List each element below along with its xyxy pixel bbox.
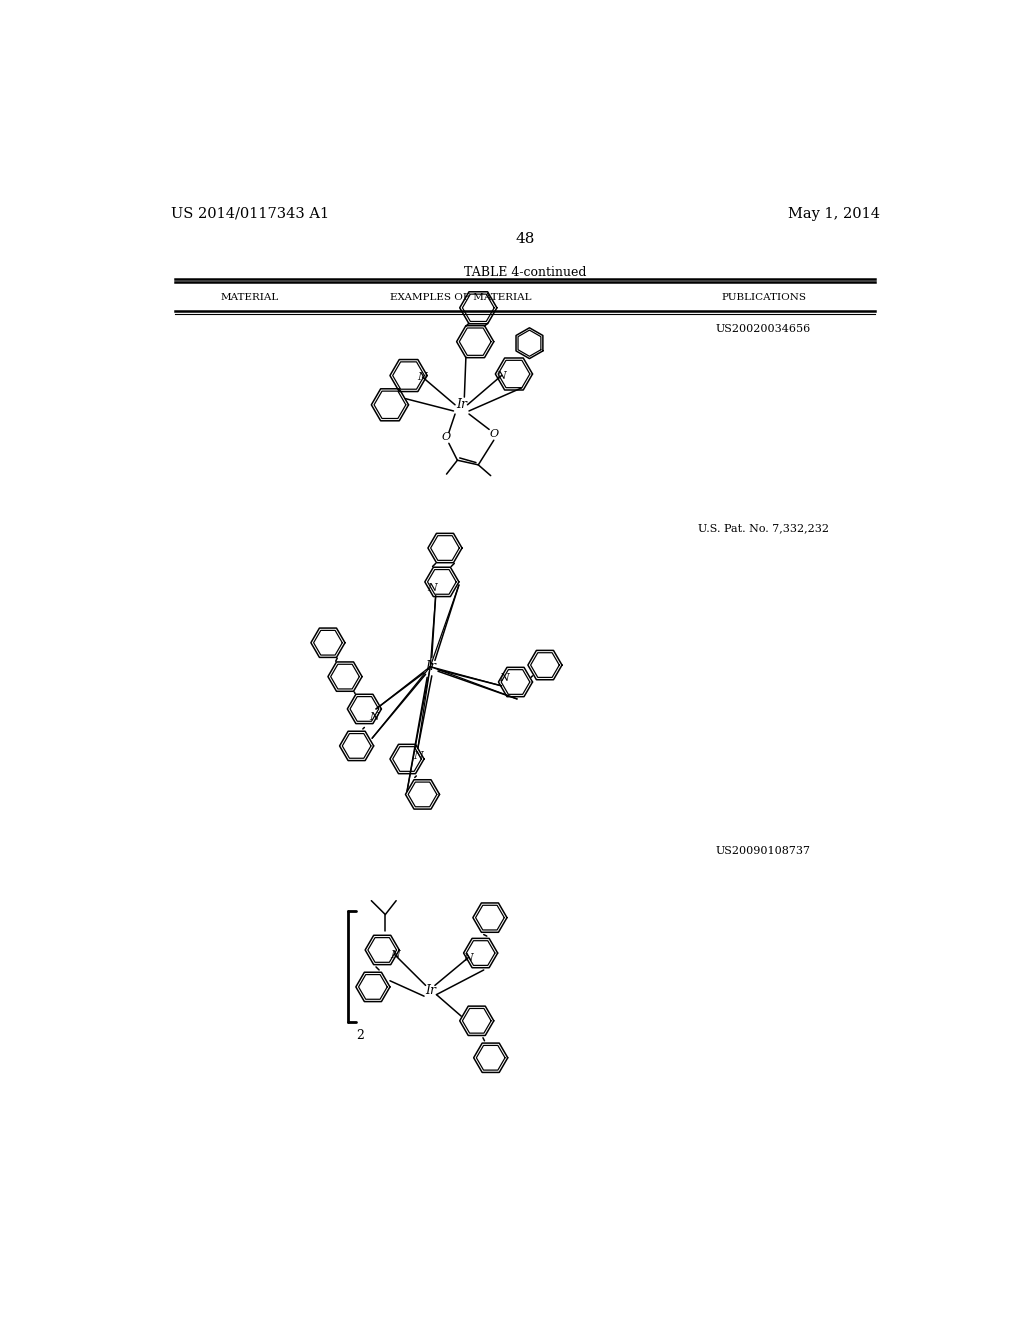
Text: TABLE 4-continued: TABLE 4-continued bbox=[464, 265, 586, 279]
Text: EXAMPLES OF MATERIAL: EXAMPLES OF MATERIAL bbox=[390, 293, 532, 301]
Text: N: N bbox=[499, 673, 509, 684]
Text: US 2014/0117343 A1: US 2014/0117343 A1 bbox=[171, 207, 329, 220]
Text: Ir: Ir bbox=[456, 399, 467, 412]
Text: May 1, 2014: May 1, 2014 bbox=[787, 207, 880, 220]
Text: 2: 2 bbox=[356, 1028, 364, 1041]
Text: Ir: Ir bbox=[425, 983, 436, 997]
Text: Ir: Ir bbox=[425, 660, 436, 673]
Text: N: N bbox=[413, 751, 423, 760]
Text: N: N bbox=[463, 953, 473, 962]
Text: N: N bbox=[418, 372, 427, 381]
Text: N: N bbox=[428, 583, 437, 593]
Text: N: N bbox=[369, 711, 379, 722]
Text: N: N bbox=[497, 371, 507, 380]
Text: 48: 48 bbox=[515, 232, 535, 247]
Text: N: N bbox=[390, 949, 399, 960]
Text: US20090108737: US20090108737 bbox=[716, 846, 811, 857]
Text: U.S. Pat. No. 7,332,232: U.S. Pat. No. 7,332,232 bbox=[698, 523, 829, 533]
Text: MATERIAL: MATERIAL bbox=[221, 293, 280, 301]
Text: PUBLICATIONS: PUBLICATIONS bbox=[721, 293, 806, 301]
Text: O: O bbox=[489, 429, 499, 440]
Text: US20020034656: US20020034656 bbox=[716, 325, 811, 334]
Text: O: O bbox=[441, 432, 451, 442]
